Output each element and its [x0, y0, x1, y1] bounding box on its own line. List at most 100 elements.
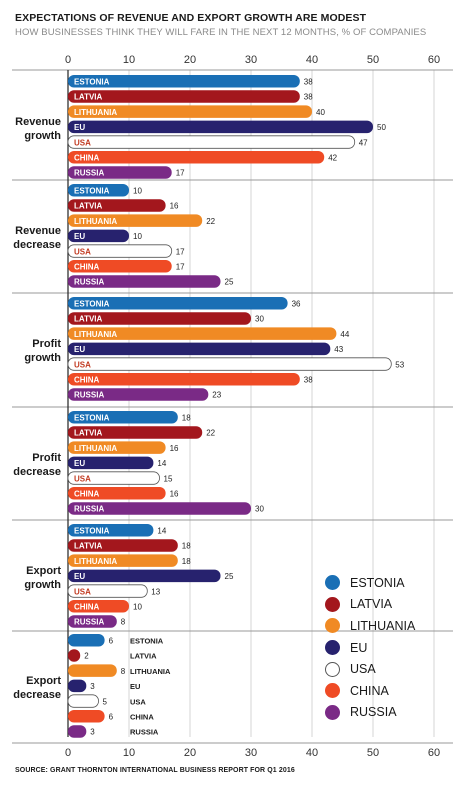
bar	[68, 214, 203, 227]
bar	[68, 373, 300, 386]
legend-label: CHINA	[350, 683, 389, 698]
legend-swatch	[325, 596, 340, 612]
legend-item: EU	[325, 637, 415, 659]
series-label: USA	[74, 247, 91, 256]
series-label: RUSSIA	[74, 169, 104, 178]
value-label: 3	[90, 728, 95, 737]
series-label: CHINA	[74, 376, 100, 385]
value-label: 2	[84, 652, 89, 661]
series-label: LITHUANIA	[74, 330, 117, 339]
bar	[68, 679, 87, 693]
legend-label: ESTONIA	[350, 575, 405, 590]
legend-item: ESTONIA	[325, 572, 415, 594]
legend-label: LITHUANIA	[350, 618, 416, 633]
group-label: decrease	[13, 466, 61, 478]
series-label: ESTONIA	[130, 637, 164, 646]
series-label: LITHUANIA	[74, 108, 117, 117]
value-label: 38	[304, 376, 313, 385]
bar	[67, 584, 148, 598]
series-label: USA	[74, 360, 91, 369]
bar	[68, 456, 154, 470]
value-label: 44	[340, 330, 349, 339]
bar	[68, 151, 325, 164]
legend-label: USA	[350, 662, 376, 677]
value-label: 43	[334, 345, 343, 354]
legend-swatch	[325, 704, 340, 720]
group-label: Export	[26, 565, 61, 577]
value-label: 8	[121, 618, 126, 627]
bar	[68, 184, 129, 197]
x-tick-label-top: 0	[65, 54, 71, 66]
value-label: 14	[157, 527, 166, 536]
series-label: USA	[130, 697, 146, 706]
value-label: 16	[170, 490, 179, 499]
series-label: ESTONIA	[74, 187, 110, 196]
value-label: 5	[103, 697, 108, 706]
value-label: 36	[292, 300, 301, 309]
bar	[68, 441, 166, 454]
value-label: 17	[176, 169, 185, 178]
series-label: EU	[74, 232, 85, 241]
legend-swatch	[325, 575, 340, 591]
bar	[68, 426, 203, 439]
group-label: growth	[24, 579, 61, 591]
series-label: LITHUANIA	[130, 667, 171, 676]
value-label: 47	[359, 138, 368, 147]
bar	[68, 327, 337, 340]
value-label: 30	[255, 505, 264, 514]
series-label: USA	[74, 587, 91, 596]
group-label: decrease	[13, 239, 61, 251]
group-label: Profit	[32, 452, 61, 464]
series-label: LITHUANIA	[74, 557, 117, 566]
legend-swatch	[325, 661, 340, 677]
series-label: LATVIA	[74, 202, 103, 211]
chart-legend: ESTONIA LATVIA LITHUANIA EU USA CHINA RUSSIA	[325, 572, 415, 723]
series-label: RUSSIA	[74, 391, 104, 400]
bar	[67, 357, 392, 371]
bar	[68, 539, 178, 552]
bar	[67, 694, 99, 708]
bar	[68, 649, 81, 662]
group-label: Revenue	[15, 116, 61, 128]
x-tick-label-bottom: 50	[367, 747, 379, 759]
series-label: ESTONIA	[74, 527, 110, 536]
bar	[68, 710, 105, 723]
value-label: 40	[316, 108, 325, 117]
legend-swatch	[325, 640, 340, 656]
x-tick-label-top: 50	[367, 54, 379, 66]
chart-subtitle: HOW BUSINESSES THINK THEY WILL FARE IN T…	[15, 27, 427, 38]
bar	[68, 342, 331, 356]
legend-item: LITHUANIA	[325, 615, 415, 637]
bar	[68, 75, 300, 88]
bar	[68, 569, 221, 583]
group-label: growth	[24, 130, 61, 142]
value-label: 18	[182, 542, 191, 551]
series-label: LATVIA	[130, 652, 157, 661]
x-tick-label-bottom: 10	[123, 747, 135, 759]
series-label: USA	[74, 138, 91, 147]
value-label: 18	[182, 557, 191, 566]
series-label: ESTONIA	[74, 414, 110, 423]
bar	[68, 166, 172, 179]
group-label: Export	[26, 675, 61, 687]
x-tick-label-top: 10	[123, 54, 135, 66]
bar	[68, 120, 373, 134]
value-label: 42	[328, 154, 337, 163]
value-label: 22	[206, 217, 215, 226]
bar	[68, 229, 129, 243]
bar	[68, 260, 172, 273]
series-label: EU	[74, 572, 85, 581]
bar	[68, 634, 105, 647]
bar	[68, 411, 178, 424]
x-tick-label-top: 20	[184, 54, 196, 66]
series-label: EU	[74, 345, 85, 354]
x-tick-label-top: 30	[245, 54, 257, 66]
value-label: 22	[206, 429, 215, 438]
value-label: 30	[255, 315, 264, 324]
series-label: RUSSIA	[74, 618, 104, 627]
value-label: 53	[395, 360, 404, 369]
series-label: CHINA	[74, 603, 100, 612]
bar	[68, 275, 221, 288]
source-note: SOURCE: GRANT THORNTON INTERNATIONAL BUS…	[15, 767, 295, 774]
